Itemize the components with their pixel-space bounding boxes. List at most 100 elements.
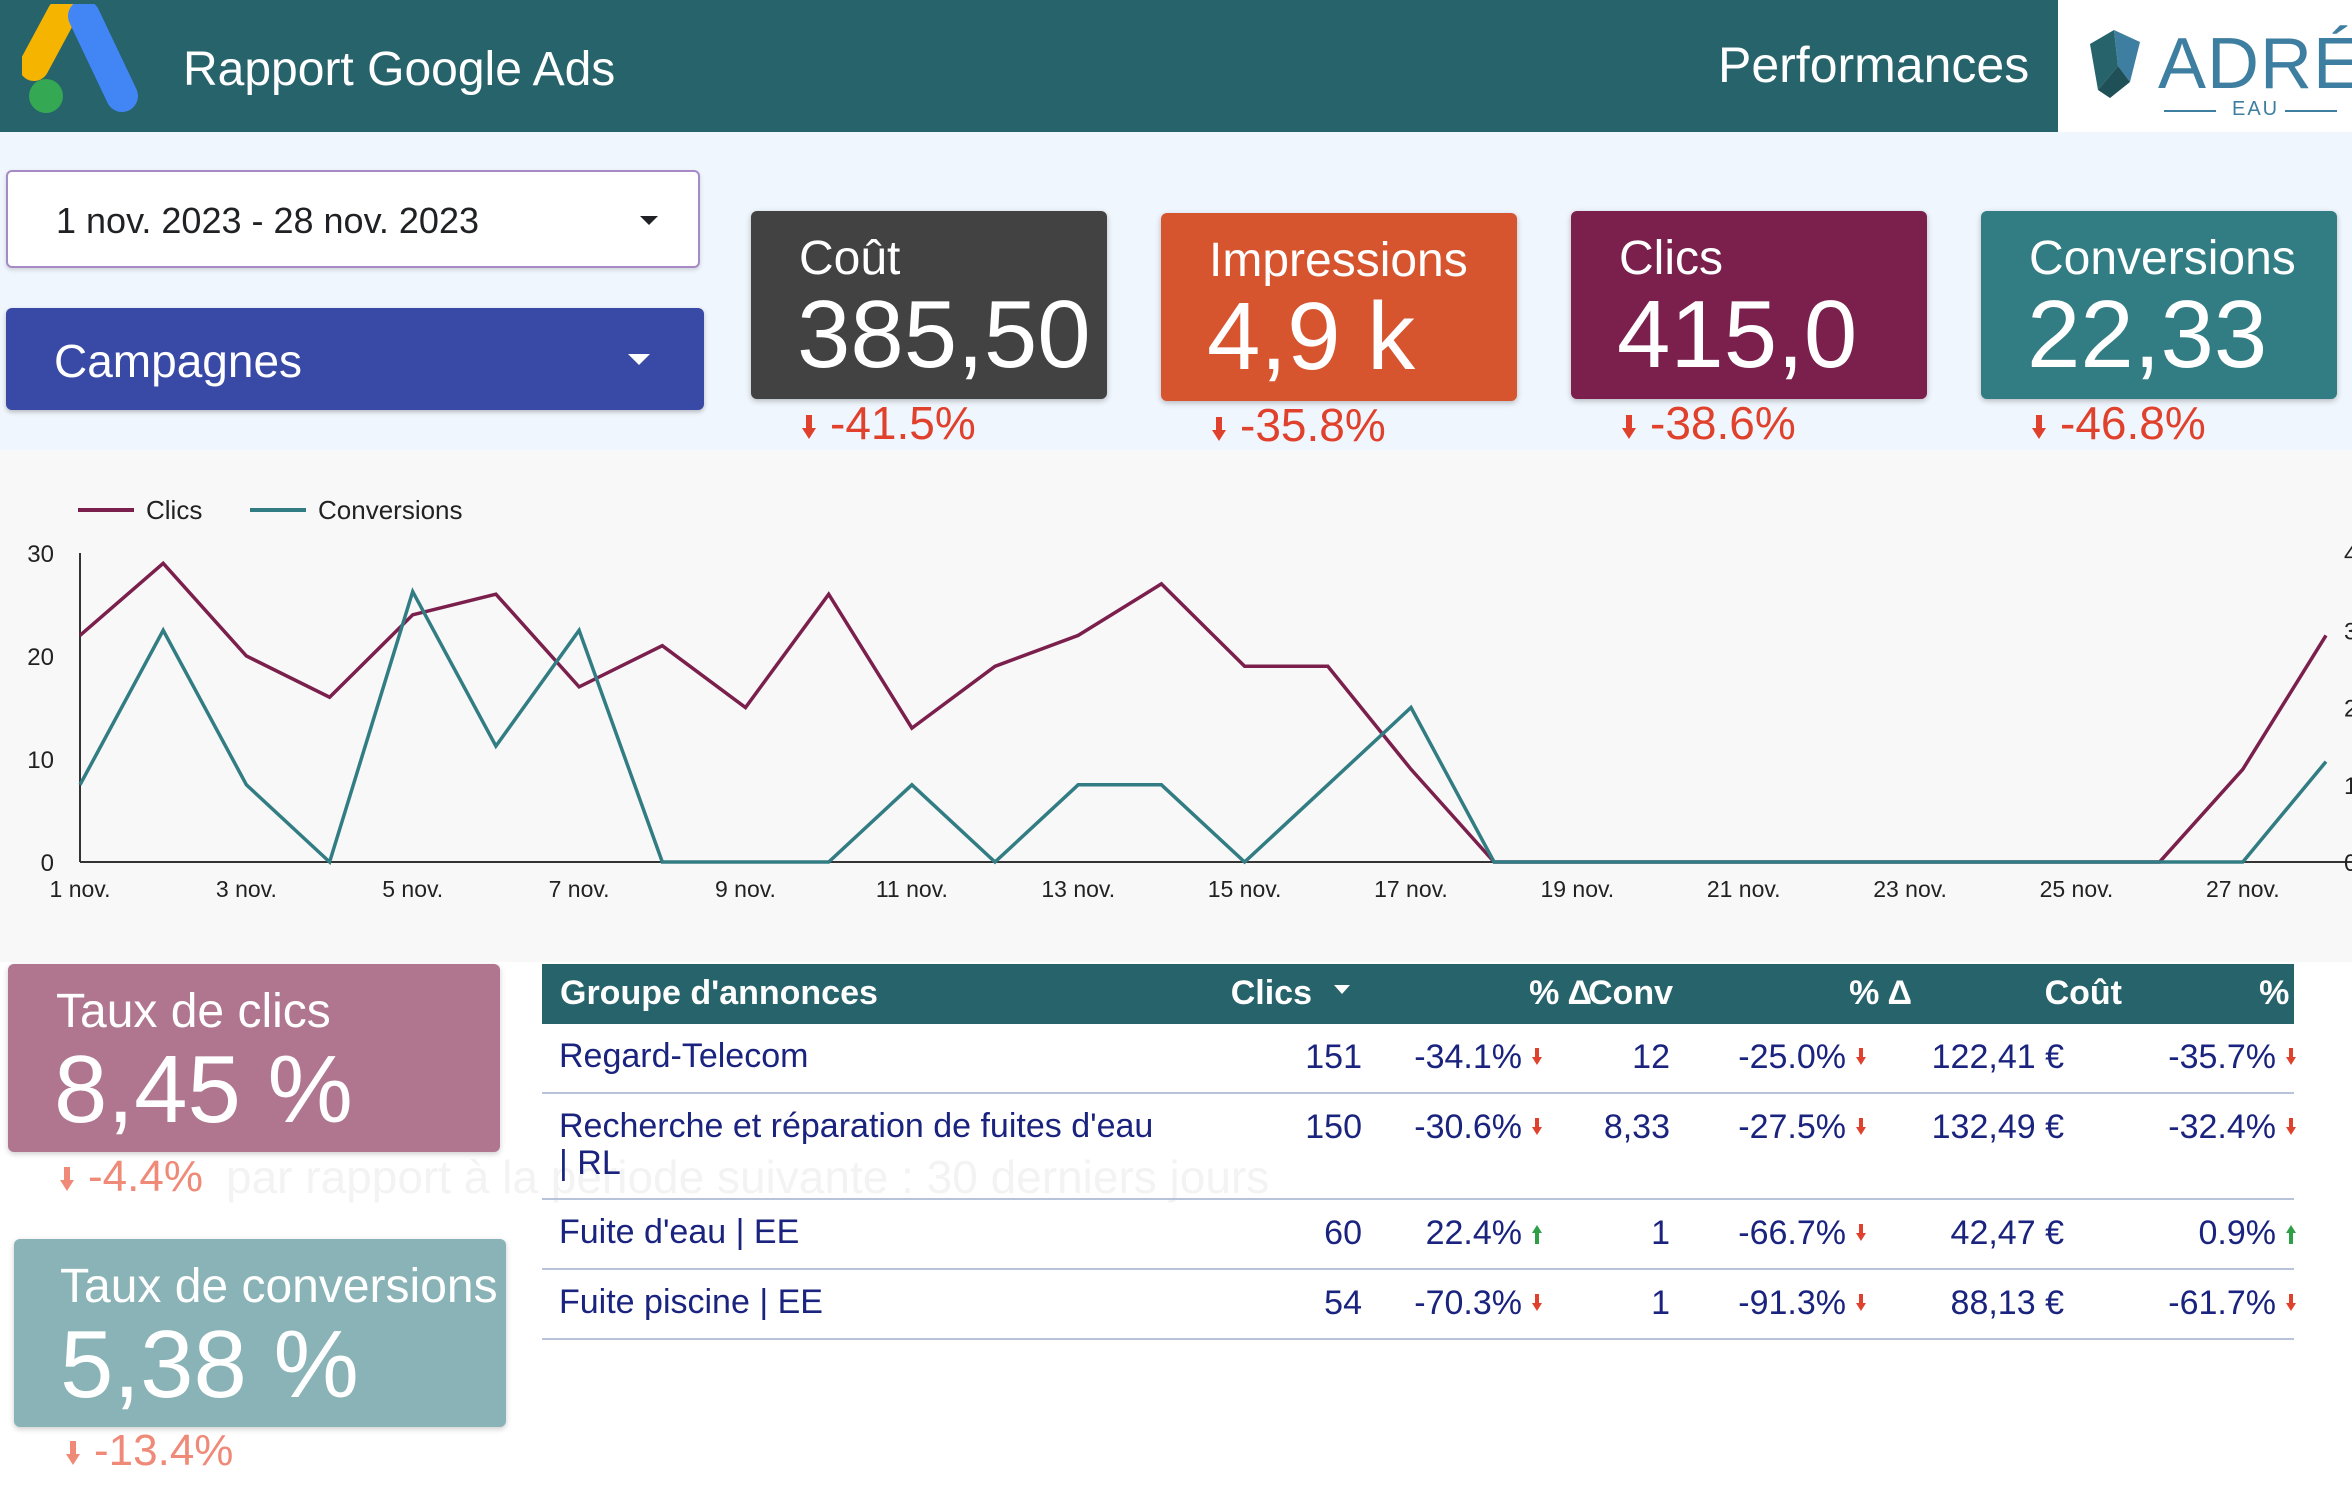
brand-divider [2164,110,2216,112]
arrow-down-icon [1532,1048,1542,1068]
kpi-value: 415,0 [1617,281,1858,388]
cell-conversions-delta: -91.3% [1686,1284,1866,1323]
cell-cost: 42,47 € [1950,1214,2064,1252]
y-tick-label-left: 0 [41,850,54,877]
sort-desc-icon[interactable] [1334,985,1350,994]
column-header-cost-delta[interactable]: % Δ [2259,974,2322,1012]
delta-value: -35.7% [2168,1038,2276,1076]
rate-value: 5,38 % [60,1311,359,1418]
x-tick-label: 9 nov. [715,876,776,902]
cell-conversions: 12 [1632,1038,1670,1076]
arrow-down-icon [1532,1118,1542,1138]
kpi-label: Coût [799,232,901,285]
rate-card-ctr: Taux de clics 8,45 % [8,964,500,1152]
kpi-delta-value: -38.6% [1650,397,1796,449]
rate-delta-ctr: -4.4% [60,1152,203,1202]
ad-group-name[interactable]: Recherche et réparation de fuites d'eau … [559,1107,1154,1182]
x-tick-label: 5 nov. [382,876,443,902]
cell-clicks: 60 [1324,1214,1362,1252]
y-tick-label-right: 3 [2344,618,2352,645]
kpi-delta-value: -46.8% [2060,397,2206,449]
chevron-down-icon [628,354,650,365]
y-tick-label-left: 10 [27,747,54,774]
cell-conversions-delta: -25.0% [1686,1038,1866,1077]
x-tick-label: 27 nov. [2206,876,2280,902]
chevron-down-icon [640,216,658,225]
arrow-down-icon [2032,415,2046,441]
arrow-down-icon [1856,1224,1866,1244]
column-header-clicks[interactable]: Clics [1230,974,1312,1012]
date-range-picker[interactable]: 1 nov. 2023 - 28 nov. 2023 [6,170,700,268]
column-header-conversions[interactable]: Conv [1588,974,1673,1012]
x-tick-label: 21 nov. [1707,876,1781,902]
row-divider [542,1338,2294,1340]
rate-delta-value: -13.4% [94,1426,234,1475]
arrow-down-icon [1856,1048,1866,1068]
cell-clicks: 150 [1305,1108,1362,1146]
cell-clicks: 151 [1305,1038,1362,1076]
cell-cost-delta: -32.4% [2116,1108,2296,1147]
ad-group-name[interactable]: Fuite d'eau | EE [559,1213,800,1251]
y-tick-label-right: 2 [2344,696,2352,723]
brand-subtitle: EAU [2232,98,2280,120]
rate-value: 8,45 % [54,1036,353,1143]
series-line-clics [78,560,2328,864]
clicks-conversions-line-chart[interactable]: 0 10 20 30 0 1 2 3 4 1 nov. 3 nov. 5 nov. 7 nov. 9 no… [0,450,2352,962]
column-header-ad-group[interactable]: Groupe d'annonces [560,974,878,1012]
campaign-filter-dropdown[interactable]: Campagnes [6,308,704,410]
cell-clicks-delta: 22.4% [1362,1214,1542,1253]
x-tick-label: 15 nov. [1208,876,1282,902]
comparison-note: par rapport à la période suivante : 30 d… [226,1151,1270,1203]
report-header [0,0,2058,132]
x-tick-label: 3 nov. [216,876,277,902]
page-title: Performances [1718,37,2030,93]
kpi-card-clicks: Clics 415,0 [1571,211,1927,399]
row-divider [542,1268,2294,1270]
cell-clicks-delta: -70.3% [1362,1284,1542,1323]
cell-cost: 122,41 € [1931,1038,2064,1076]
kpi-delta-conversions: -46.8% [2032,396,2206,450]
brand-name: ADRÉ [2158,24,2352,104]
delta-value: -27.5% [1738,1108,1846,1146]
kpi-delta-clicks: -38.6% [1622,396,1796,450]
rate-delta-conversion-rate: -13.4% [66,1426,233,1476]
kpi-label: Clics [1619,232,1723,285]
arrow-down-icon [60,1167,74,1193]
kpi-card-impressions: Impressions 4,9 k [1161,213,1517,401]
arrow-down-icon [2286,1118,2296,1138]
delta-value: -91.3% [1738,1284,1846,1322]
delta-value: 0.9% [2198,1214,2277,1252]
delta-value: -30.6% [1414,1108,1522,1146]
arrow-down-icon [1856,1118,1866,1138]
kpi-value: 4,9 k [1207,283,1416,390]
cell-conversions-delta: -27.5% [1686,1108,1866,1147]
legend-label: Clics [146,495,202,525]
cell-conversions-delta: -66.7% [1686,1214,1866,1253]
ad-group-name[interactable]: Regard-Telecom [559,1037,809,1075]
kpi-delta-cost: -41.5% [802,396,976,450]
row-divider [542,1092,2294,1094]
series-line-conversions [78,587,2328,866]
campaign-filter-label: Campagnes [54,335,303,387]
cell-cost-delta: -35.7% [2116,1038,2296,1077]
cell-clicks-delta: -34.1% [1362,1038,1542,1077]
kpi-label: Impressions [1209,234,1468,287]
ad-group-name[interactable]: Fuite piscine | EE [559,1283,823,1321]
y-tick-label-right: 0 [2344,850,2352,877]
adre-logo-icon [2090,30,2140,98]
delta-value: -66.7% [1738,1214,1846,1252]
column-header-clicks-delta[interactable]: % Δ [1529,974,1592,1012]
column-header-cost[interactable]: Coût [2044,974,2122,1012]
y-tick-label-left: 30 [27,541,54,568]
row-divider [542,1198,2294,1200]
arrow-down-icon [1856,1294,1866,1314]
column-header-conversions-delta[interactable]: % Δ [1849,974,1912,1012]
arrow-down-icon [66,1441,80,1467]
x-tick-label: 1 nov. [50,876,111,902]
arrow-down-icon [2286,1048,2296,1068]
arrow-down-icon [802,415,816,441]
arrow-up-icon [2286,1224,2296,1244]
kpi-label: Conversions [2029,232,2296,285]
kpi-value: 385,50 [797,281,1091,388]
brand-divider [2285,110,2337,112]
